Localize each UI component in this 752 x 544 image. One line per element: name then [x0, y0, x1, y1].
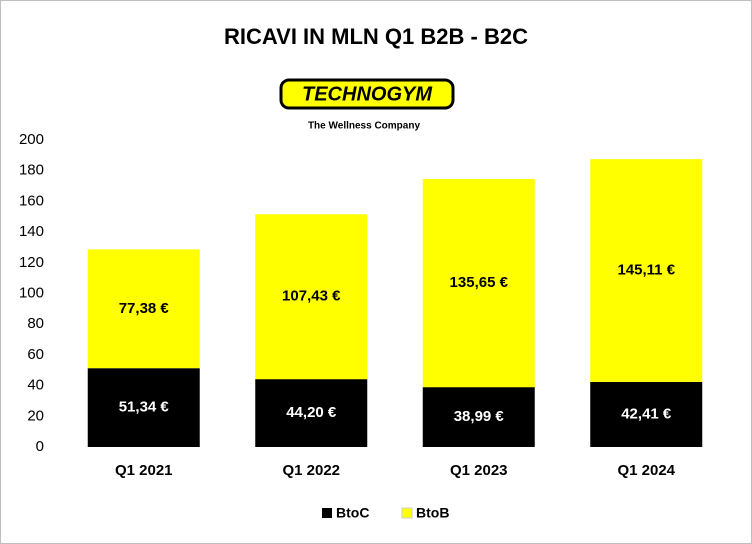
x-tick-label: Q1 2023 [450, 462, 508, 479]
y-tick-label: 0 [36, 438, 44, 455]
y-tick-label: 200 [19, 131, 44, 148]
legend-swatch [322, 508, 332, 518]
data-label: 135,65 € [450, 274, 509, 291]
data-label: 107,43 € [282, 288, 341, 305]
bar-segment [87, 368, 200, 447]
bar-segment [255, 379, 368, 447]
y-tick-label: 140 [19, 223, 44, 240]
y-tick-label: 40 [27, 377, 44, 394]
data-label: 38,99 € [454, 408, 505, 425]
y-tick-label: 80 [27, 315, 44, 332]
bar-segment [590, 159, 703, 382]
data-label: 44,20 € [286, 404, 337, 421]
data-label: 42,41 € [621, 405, 672, 422]
bar-segment [422, 387, 535, 447]
data-label: 51,34 € [119, 399, 170, 416]
legend-swatch [401, 507, 413, 519]
data-label: 145,11 € [617, 261, 675, 278]
legend-label: BtoB [416, 505, 449, 521]
y-tick-label: 160 [19, 192, 44, 209]
y-tick-label: 120 [19, 254, 44, 271]
x-tick-label: Q1 2024 [617, 462, 675, 479]
x-tick-label: Q1 2021 [115, 462, 173, 479]
data-label: 77,38 € [119, 300, 170, 317]
bar-segment [422, 178, 535, 388]
logo-badge [279, 78, 455, 110]
x-tick-label: Q1 2022 [282, 462, 340, 479]
logo: TECHNOGYM [302, 83, 433, 105]
y-tick-label: 180 [19, 162, 44, 179]
bar-segment [87, 249, 200, 369]
y-tick-label: 60 [27, 346, 44, 363]
bar-segment [590, 381, 703, 447]
bar-segment [255, 214, 368, 380]
y-tick-label: 20 [27, 407, 44, 424]
legend-label: BtoC [336, 505, 369, 521]
y-tick-label: 100 [19, 284, 44, 301]
logo-tagline: The Wellness Company [308, 121, 421, 132]
chart-title: RICAVI IN MLN Q1 B2B - B2C [224, 24, 528, 49]
